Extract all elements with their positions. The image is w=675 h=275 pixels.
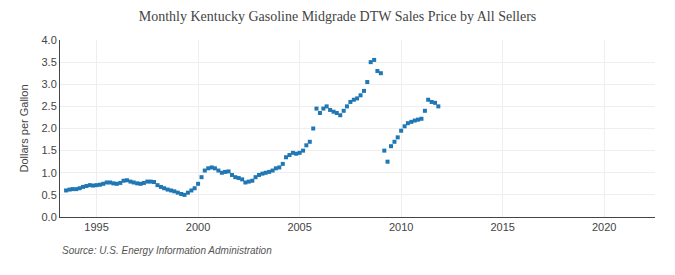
svg-text:2000: 2000 [186, 221, 210, 233]
svg-text:1995: 1995 [84, 221, 108, 233]
svg-text:2015: 2015 [490, 221, 514, 233]
svg-text:2010: 2010 [389, 221, 413, 233]
svg-text:2.0: 2.0 [42, 122, 57, 134]
svg-text:0.0: 0.0 [42, 211, 57, 223]
svg-text:Source: U.S. Energy Informatio: Source: U.S. Energy Information Administ… [62, 245, 272, 256]
svg-text:Dollars per Gallon: Dollars per Gallon [18, 84, 30, 172]
svg-text:3.5: 3.5 [42, 56, 57, 68]
svg-text:0.5: 0.5 [42, 189, 57, 201]
svg-text:1.0: 1.0 [42, 167, 57, 179]
svg-text:4.0: 4.0 [42, 34, 57, 46]
svg-text:Monthly Kentucky Gasoline Midg: Monthly Kentucky Gasoline Midgrade DTW S… [139, 9, 537, 24]
svg-text:3.0: 3.0 [42, 78, 57, 90]
svg-text:2.5: 2.5 [42, 100, 57, 112]
svg-text:1.5: 1.5 [42, 144, 57, 156]
svg-text:2020: 2020 [592, 221, 616, 233]
svg-text:2005: 2005 [287, 221, 311, 233]
